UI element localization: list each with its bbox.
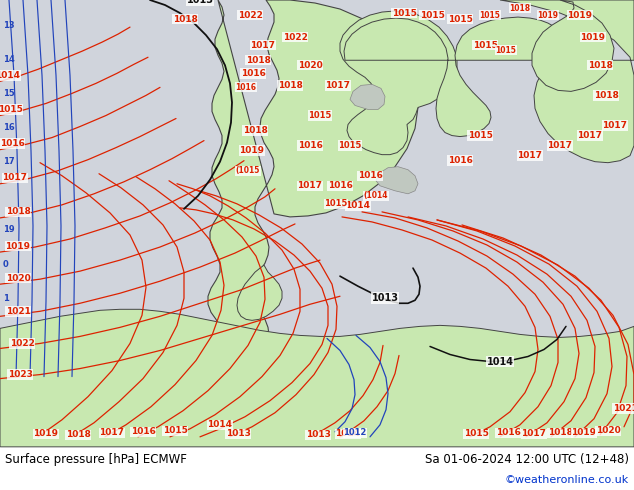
Text: 1022: 1022 xyxy=(238,11,262,20)
Text: 1017: 1017 xyxy=(522,429,547,439)
Text: 1014: 1014 xyxy=(335,429,361,439)
Text: 1018: 1018 xyxy=(548,428,573,437)
Text: 1017: 1017 xyxy=(602,121,628,130)
Text: 13: 13 xyxy=(3,21,15,29)
Text: 1018: 1018 xyxy=(588,61,612,70)
Text: 14: 14 xyxy=(3,55,15,64)
Text: 15: 15 xyxy=(3,89,15,98)
Polygon shape xyxy=(344,0,634,163)
Text: 1018: 1018 xyxy=(245,56,271,65)
Text: 1013: 1013 xyxy=(226,429,250,439)
Text: 1017: 1017 xyxy=(517,151,543,160)
Text: 1015: 1015 xyxy=(479,11,500,20)
Text: 1018: 1018 xyxy=(593,91,618,100)
Text: 1015: 1015 xyxy=(472,41,498,49)
Text: Sa 01-06-2024 12:00 UTC (12+48): Sa 01-06-2024 12:00 UTC (12+48) xyxy=(425,453,629,466)
Text: 1021: 1021 xyxy=(6,307,30,316)
Text: 1016: 1016 xyxy=(358,171,382,180)
Text: 16: 16 xyxy=(3,123,15,132)
Text: 1014: 1014 xyxy=(346,201,370,210)
Text: 1015: 1015 xyxy=(420,11,444,20)
Text: 1012: 1012 xyxy=(344,428,366,437)
Text: 1018: 1018 xyxy=(65,430,91,440)
Polygon shape xyxy=(532,0,614,91)
Text: 1017: 1017 xyxy=(578,131,602,140)
Text: (1015: (1015 xyxy=(236,166,260,175)
Text: 1017: 1017 xyxy=(297,181,323,190)
Text: 1016: 1016 xyxy=(131,427,155,436)
Text: 1015: 1015 xyxy=(0,105,22,114)
Text: 1013: 1013 xyxy=(186,0,214,5)
Text: 1014: 1014 xyxy=(486,357,514,367)
Text: 1017: 1017 xyxy=(325,81,351,90)
Text: 1015: 1015 xyxy=(325,199,347,208)
Text: 1022: 1022 xyxy=(10,339,34,348)
Text: ©weatheronline.co.uk: ©weatheronline.co.uk xyxy=(505,475,629,485)
Text: Surface pressure [hPa] ECMWF: Surface pressure [hPa] ECMWF xyxy=(5,453,187,466)
Text: 1015: 1015 xyxy=(162,426,188,435)
Text: 1014: 1014 xyxy=(0,71,20,80)
Text: 1015: 1015 xyxy=(308,111,332,120)
Text: 1014: 1014 xyxy=(207,420,233,429)
Text: 1018: 1018 xyxy=(510,3,531,13)
Text: 1015: 1015 xyxy=(448,15,472,24)
Text: 17: 17 xyxy=(3,157,15,166)
Text: 1017: 1017 xyxy=(3,173,27,182)
Text: 1020: 1020 xyxy=(6,274,30,283)
Text: 1016: 1016 xyxy=(328,181,353,190)
Text: 1019: 1019 xyxy=(34,429,58,439)
Text: 1019: 1019 xyxy=(581,33,605,42)
Text: 1015: 1015 xyxy=(392,8,417,18)
Text: 1019: 1019 xyxy=(6,242,30,250)
Text: 0: 0 xyxy=(3,260,9,269)
Polygon shape xyxy=(350,84,385,109)
Text: 1018: 1018 xyxy=(243,126,268,135)
Text: 1018: 1018 xyxy=(6,207,30,217)
Text: 1016: 1016 xyxy=(297,141,323,150)
Text: 1017: 1017 xyxy=(250,41,276,49)
Polygon shape xyxy=(237,265,282,320)
Text: 1015: 1015 xyxy=(467,131,493,140)
Text: 1019: 1019 xyxy=(571,428,597,437)
Text: 19: 19 xyxy=(3,225,15,235)
Text: 1017: 1017 xyxy=(548,141,573,150)
Text: 1: 1 xyxy=(3,294,9,303)
Text: 1023: 1023 xyxy=(8,370,32,379)
Text: 1020: 1020 xyxy=(297,61,322,70)
Polygon shape xyxy=(208,0,418,380)
Text: 1019: 1019 xyxy=(240,146,264,155)
Text: 1013: 1013 xyxy=(306,430,330,440)
Text: 1016: 1016 xyxy=(240,69,266,78)
Text: 1015: 1015 xyxy=(496,46,517,55)
Text: 1015: 1015 xyxy=(339,141,361,150)
Text: (1014: (1014 xyxy=(364,191,388,200)
Text: 1019: 1019 xyxy=(567,11,593,20)
Text: 1013: 1013 xyxy=(372,293,399,303)
Text: 1022: 1022 xyxy=(283,33,307,42)
Text: 1017: 1017 xyxy=(100,428,124,437)
Text: 1020: 1020 xyxy=(595,426,621,435)
Text: 1018: 1018 xyxy=(278,81,302,90)
Text: 1016: 1016 xyxy=(0,139,25,148)
Text: 1016: 1016 xyxy=(235,83,257,92)
Polygon shape xyxy=(376,167,418,194)
Text: 1016: 1016 xyxy=(448,156,472,165)
Text: 1016: 1016 xyxy=(496,428,521,437)
Polygon shape xyxy=(340,11,457,155)
Text: 1018: 1018 xyxy=(172,15,197,24)
Text: 1015: 1015 xyxy=(463,429,488,439)
Text: 1019: 1019 xyxy=(538,11,559,20)
Polygon shape xyxy=(0,309,634,447)
Text: 1021: 1021 xyxy=(612,404,634,413)
